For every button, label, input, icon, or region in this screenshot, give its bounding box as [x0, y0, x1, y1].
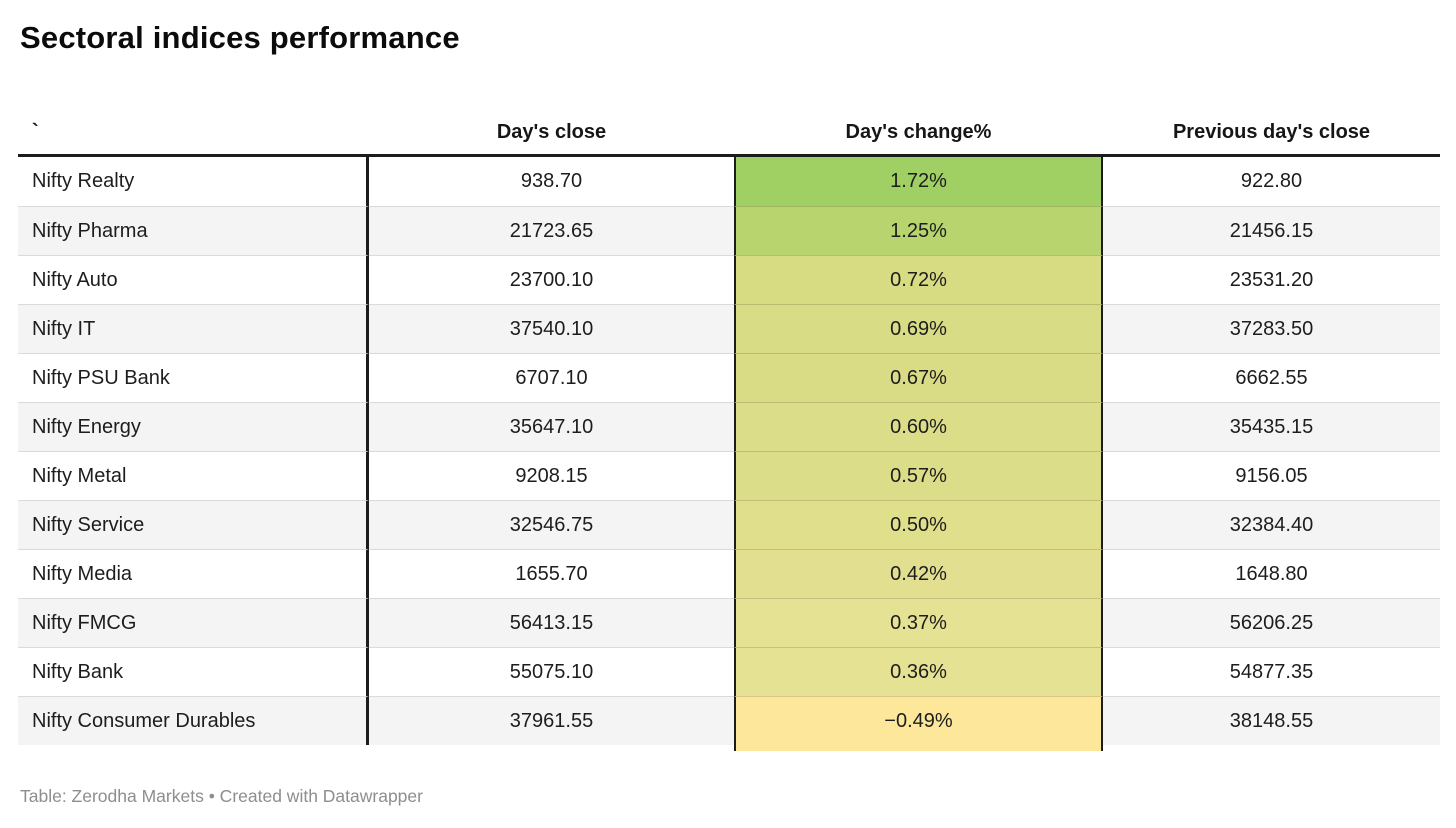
column-header-days-change: Day's change%: [845, 121, 992, 143]
previous-days-close-cell: 37283.50: [1103, 304, 1440, 353]
index-name-cell: Nifty Auto: [18, 255, 369, 304]
index-name-cell: Nifty Bank: [18, 647, 369, 696]
index-name-cell: Nifty FMCG: [18, 598, 369, 647]
index-name-cell: Nifty Energy: [18, 402, 369, 451]
previous-days-close-cell: 32384.40: [1103, 500, 1440, 549]
days-change-cell: 0.42%: [734, 549, 1103, 598]
table-row: Nifty Media 1655.70 0.42% 1648.80: [18, 549, 1440, 598]
table-row: Nifty Energy 35647.10 0.60% 35435.15: [18, 402, 1440, 451]
index-name-cell: Nifty Pharma: [18, 206, 369, 255]
previous-days-close-cell: 54877.35: [1103, 647, 1440, 696]
table-body: Nifty Realty 938.70 1.72% 922.80 Nifty Pharm…: [18, 157, 1440, 751]
previous-days-close-cell: 23531.20: [1103, 255, 1440, 304]
days-close-cell: 23700.10: [369, 255, 734, 304]
table-row: Nifty Metal 9208.15 0.57% 9156.05: [18, 451, 1440, 500]
column-header-previous-days-close: Previous day's close: [1172, 121, 1371, 143]
table-row: Nifty FMCG 56413.15 0.37% 56206.25: [18, 598, 1440, 647]
table-row: Nifty IT 37540.10 0.69% 37283.50: [18, 304, 1440, 353]
days-close-cell: 55075.10: [369, 647, 734, 696]
table-row: Nifty Consumer Durables 37961.55 −0.49% 381…: [18, 696, 1440, 751]
index-name-cell: Nifty PSU Bank: [18, 353, 369, 402]
days-change-cell: 0.36%: [734, 647, 1103, 696]
days-close-cell: 37540.10: [369, 304, 734, 353]
column-header-days-close: Day's close: [496, 121, 607, 143]
index-name-cell: Nifty Metal: [18, 451, 369, 500]
days-change-cell: 0.69%: [734, 304, 1103, 353]
days-close-cell: 9208.15: [369, 451, 734, 500]
column-header-index-name: `: [32, 121, 39, 143]
sectoral-indices-table: ` Day's close Day's change% Previous day…: [18, 96, 1440, 751]
previous-days-close-cell: 38148.55: [1103, 696, 1440, 745]
table-row: Nifty PSU Bank 6707.10 0.67% 6662.55: [18, 353, 1440, 402]
table-footer-attribution: Table: Zerodha Markets • Created with Da…: [20, 786, 423, 806]
page-title: Sectoral indices performance: [20, 20, 460, 55]
previous-days-close-cell: 35435.15: [1103, 402, 1440, 451]
days-change-cell: 0.50%: [734, 500, 1103, 549]
days-close-cell: 37961.55: [369, 696, 734, 745]
index-name-cell: Nifty Realty: [18, 157, 369, 206]
previous-days-close-cell: 922.80: [1240, 170, 1303, 192]
previous-days-close-cell: 1648.80: [1103, 549, 1440, 598]
previous-days-close-cell: 9156.05: [1103, 451, 1440, 500]
days-change-cell: 0.67%: [734, 353, 1103, 402]
table-row: Nifty Bank 55075.10 0.36% 54877.35: [18, 647, 1440, 696]
table-row: Nifty Auto 23700.10 0.72% 23531.20: [18, 255, 1440, 304]
table-row: Nifty Service 32546.75 0.50% 32384.40: [18, 500, 1440, 549]
table-row: Nifty Pharma 21723.65 1.25% 21456.15: [18, 206, 1440, 255]
days-change-cell: 0.72%: [734, 255, 1103, 304]
days-close-cell: 35647.10: [369, 402, 734, 451]
index-name-cell: Nifty Consumer Durables: [18, 696, 369, 745]
days-close-cell: 32546.75: [369, 500, 734, 549]
index-name-cell: Nifty IT: [18, 304, 369, 353]
days-change-cell: 1.72%: [734, 157, 1103, 206]
days-change-cell: 1.25%: [734, 206, 1103, 255]
index-name-cell: Nifty Media: [18, 549, 369, 598]
days-close-cell: 1655.70: [369, 549, 734, 598]
days-close-cell: 56413.15: [369, 598, 734, 647]
table-row: Nifty Realty 938.70 1.72% 922.80: [18, 157, 1440, 206]
previous-days-close-cell: 6662.55: [1103, 353, 1440, 402]
days-change-cell: 0.37%: [734, 598, 1103, 647]
days-change-cell: 0.60%: [734, 402, 1103, 451]
days-close-cell: 938.70: [520, 170, 583, 192]
previous-days-close-cell: 56206.25: [1103, 598, 1440, 647]
previous-days-close-cell: 21456.15: [1103, 206, 1440, 255]
days-close-cell: 6707.10: [369, 353, 734, 402]
days-change-cell: 0.57%: [734, 451, 1103, 500]
days-change-cell: −0.49%: [734, 696, 1103, 751]
table-header-row: ` Day's close Day's change% Previous day…: [18, 96, 1440, 157]
days-close-cell: 21723.65: [369, 206, 734, 255]
index-name-cell: Nifty Service: [18, 500, 369, 549]
